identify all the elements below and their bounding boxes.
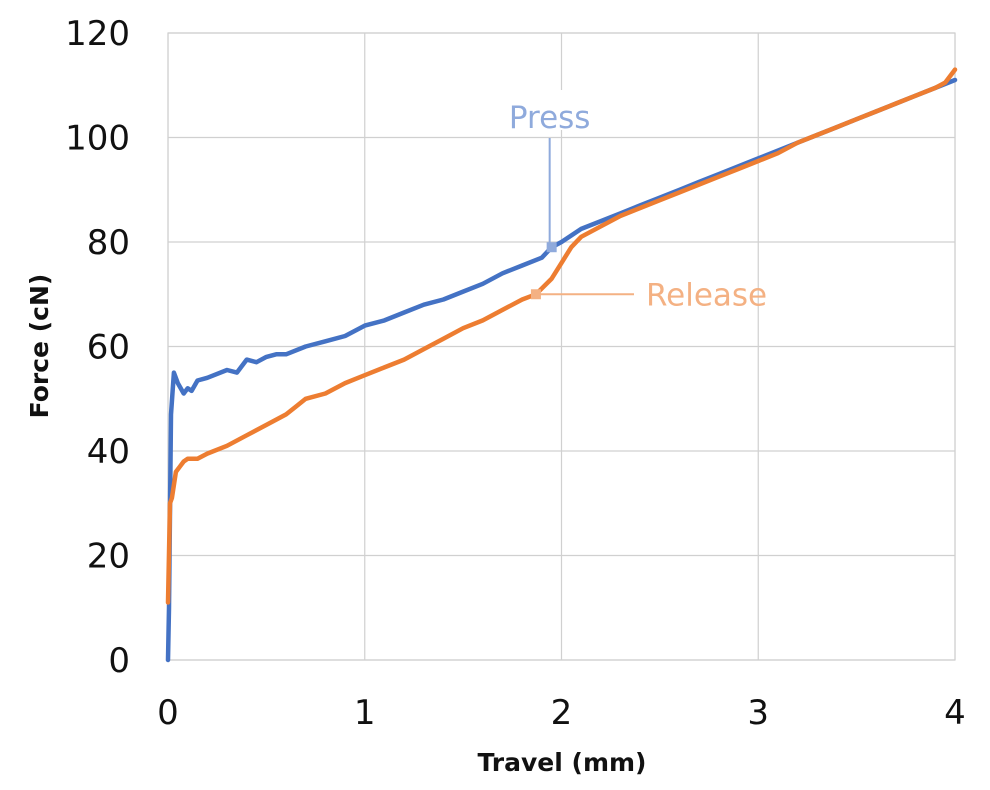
series-label-release: Release (646, 277, 767, 313)
callout-layer: Press Release (501, 90, 767, 313)
y-tick-label-0: 0 (108, 641, 130, 681)
y-axis-title: Force (cN) (25, 274, 54, 419)
x-tick-label-4: 4 (944, 693, 966, 733)
y-tick-label-40: 40 (87, 432, 130, 472)
x-tick-label-1: 1 (354, 693, 376, 733)
series-label-press: Press (509, 100, 591, 136)
series-layer (165, 67, 958, 663)
y-tick-label-120: 120 (65, 14, 130, 54)
y-tick-label-60: 60 (87, 328, 130, 368)
series-line-release (165, 67, 958, 605)
x-axis-title: Travel (mm) (478, 748, 647, 777)
grid-layer (167, 32, 956, 661)
x-tick-label-3: 3 (747, 693, 769, 733)
y-tick-label-20: 20 (87, 537, 130, 577)
marker-release (530, 289, 541, 300)
marker-press (546, 242, 557, 253)
x-tick-label-2: 2 (551, 693, 573, 733)
y-tick-label-80: 80 (87, 223, 130, 263)
y-tick-label-100: 100 (65, 119, 130, 159)
label-background-press (501, 90, 598, 130)
tick-layer: 0 20 40 60 80 100 120 0 1 2 3 4 (65, 14, 966, 733)
x-tick-label-0: 0 (157, 693, 179, 733)
